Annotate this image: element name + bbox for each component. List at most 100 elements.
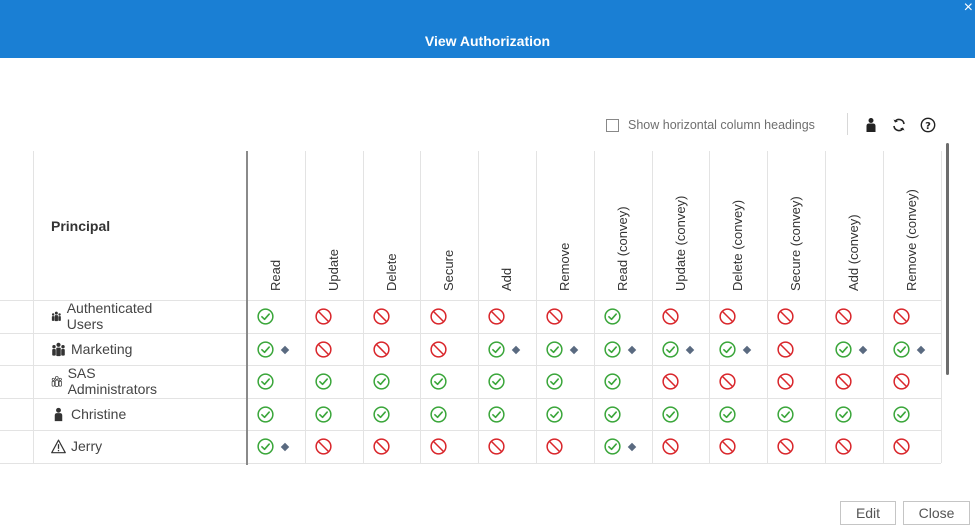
grant-check-icon[interactable] (257, 308, 274, 325)
grant-check-icon[interactable] (546, 341, 563, 358)
deny-prohibited-icon[interactable] (430, 308, 447, 325)
vertical-scrollbar[interactable] (946, 143, 949, 375)
deny-prohibited-icon[interactable] (662, 438, 679, 455)
grid-line (305, 151, 306, 463)
grant-check-icon[interactable] (315, 373, 332, 390)
horizontal-headings-checkbox[interactable] (606, 118, 619, 132)
deny-prohibited-icon[interactable] (373, 341, 390, 358)
close-icon[interactable]: × (963, 0, 973, 16)
principal-row-1[interactable]: Authenticated Users (51, 300, 157, 332)
deny-prohibited-icon[interactable] (488, 438, 505, 455)
deny-prohibited-icon[interactable] (835, 438, 852, 455)
deny-prohibited-icon[interactable] (662, 373, 679, 390)
grant-check-icon[interactable] (373, 373, 390, 390)
deny-prohibited-icon[interactable] (315, 341, 332, 358)
deny-prohibited-icon[interactable] (835, 373, 852, 390)
deny-prohibited-icon[interactable] (430, 341, 447, 358)
deny-prohibited-icon[interactable] (777, 308, 794, 325)
deny-prohibited-icon[interactable] (373, 438, 390, 455)
grant-check-icon[interactable] (835, 406, 852, 423)
deny-prohibited-icon[interactable] (719, 373, 736, 390)
grant-check-icon[interactable] (488, 373, 505, 390)
conditional-diamond-icon (916, 345, 926, 355)
column-header-8[interactable]: Update (convey) (673, 195, 688, 291)
deny-prohibited-icon[interactable] (373, 308, 390, 325)
column-header-11[interactable]: Add (convey) (846, 214, 861, 291)
grant-check-icon[interactable] (257, 373, 274, 390)
grant-check-icon[interactable] (835, 341, 852, 358)
grant-check-icon[interactable] (315, 406, 332, 423)
deny-prohibited-icon[interactable] (893, 373, 910, 390)
principal-row-3[interactable]: SAS Administrators (51, 365, 160, 397)
grant-check-icon[interactable] (430, 373, 447, 390)
deny-prohibited-icon[interactable] (430, 438, 447, 455)
grant-check-icon[interactable] (488, 406, 505, 423)
grid-line (536, 151, 537, 463)
column-header-9[interactable]: Delete (convey) (730, 199, 745, 291)
grant-check-icon[interactable] (257, 341, 274, 358)
grant-check-icon[interactable] (546, 406, 563, 423)
grid-line (941, 151, 942, 463)
grid-line (420, 151, 421, 463)
edit-button[interactable]: Edit (840, 501, 896, 525)
grant-check-icon[interactable] (893, 341, 910, 358)
column-header-12[interactable]: Remove (convey) (904, 189, 919, 291)
grid-line (652, 151, 653, 463)
conditional-diamond-icon (569, 345, 579, 355)
grant-check-icon[interactable] (719, 406, 736, 423)
deny-prohibited-icon[interactable] (777, 438, 794, 455)
grant-check-icon[interactable] (662, 406, 679, 423)
grid-line (0, 333, 941, 334)
grant-check-icon[interactable] (662, 341, 679, 358)
column-header-5[interactable]: Add (499, 267, 514, 291)
deny-prohibited-icon[interactable] (777, 373, 794, 390)
help-icon[interactable]: ? (920, 117, 936, 133)
deny-prohibited-icon[interactable] (546, 438, 563, 455)
grant-check-icon[interactable] (604, 373, 621, 390)
column-header-6[interactable]: Remove (557, 242, 572, 291)
grid-line (0, 300, 941, 301)
principal-row-4[interactable]: Christine (51, 404, 126, 424)
grant-check-icon[interactable] (777, 406, 794, 423)
grant-check-icon[interactable] (604, 308, 621, 325)
grant-check-icon[interactable] (719, 341, 736, 358)
grant-check-icon[interactable] (488, 341, 505, 358)
column-header-7[interactable]: Read (convey) (615, 206, 630, 291)
grant-check-icon[interactable] (257, 406, 274, 423)
deny-prohibited-icon[interactable] (488, 308, 505, 325)
grant-check-icon[interactable] (604, 406, 621, 423)
grid-line (0, 430, 941, 431)
deny-prohibited-icon[interactable] (893, 438, 910, 455)
column-header-4[interactable]: Secure (441, 249, 456, 291)
grid-line (0, 365, 941, 366)
principal-row-2[interactable]: Marketing (51, 339, 132, 359)
column-header-1[interactable]: Read (268, 259, 283, 291)
column-header-10[interactable]: Secure (convey) (788, 196, 803, 291)
close-button[interactable]: Close (903, 501, 970, 525)
deny-prohibited-icon[interactable] (662, 308, 679, 325)
grant-check-icon[interactable] (546, 373, 563, 390)
column-header-2[interactable]: Update (326, 249, 341, 291)
horizontal-headings-label[interactable]: Show horizontal column headings (628, 118, 815, 132)
grant-check-icon[interactable] (604, 438, 621, 455)
grant-check-icon[interactable] (430, 406, 447, 423)
grant-check-icon[interactable] (604, 341, 621, 358)
grid-line (0, 463, 941, 464)
deny-prohibited-icon[interactable] (777, 341, 794, 358)
principal-row-5[interactable]: Jerry (51, 436, 102, 456)
refresh-icon[interactable] (891, 117, 907, 133)
principal-name: Authenticated Users (66, 300, 153, 332)
deny-prohibited-icon[interactable] (835, 308, 852, 325)
conditional-diamond-icon (627, 442, 637, 452)
deny-prohibited-icon[interactable] (719, 308, 736, 325)
grant-check-icon[interactable] (373, 406, 390, 423)
deny-prohibited-icon[interactable] (893, 308, 910, 325)
deny-prohibited-icon[interactable] (315, 308, 332, 325)
grant-check-icon[interactable] (257, 438, 274, 455)
deny-prohibited-icon[interactable] (315, 438, 332, 455)
deny-prohibited-icon[interactable] (546, 308, 563, 325)
deny-prohibited-icon[interactable] (719, 438, 736, 455)
user-icon[interactable] (863, 117, 879, 133)
column-header-3[interactable]: Delete (384, 253, 399, 291)
grant-check-icon[interactable] (893, 406, 910, 423)
